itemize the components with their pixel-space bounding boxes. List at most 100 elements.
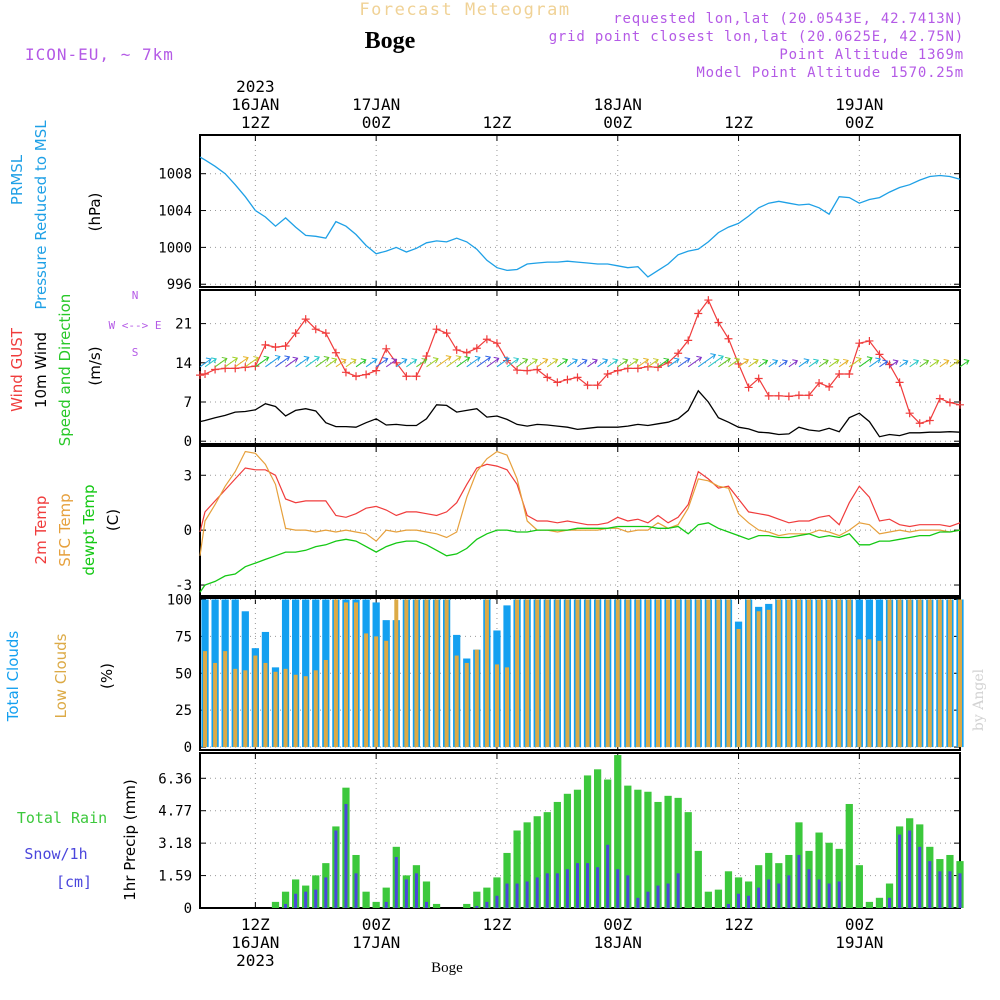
gust-marker [825, 382, 834, 391]
wind-arrow [768, 359, 779, 368]
location-title: Boge [365, 28, 416, 54]
bar-snow [535, 877, 539, 908]
wind-arrow [275, 355, 291, 368]
bar-low-clouds [253, 655, 258, 748]
gust-marker [372, 366, 381, 375]
wind-arrow [416, 358, 428, 368]
gust-marker [603, 370, 612, 378]
pressure-line [199, 156, 961, 278]
bar-rain [694, 850, 702, 908]
gust-marker [231, 364, 240, 373]
y-tick-label: 1000 [158, 240, 192, 256]
wind-arrow [234, 356, 249, 368]
bar-low-clouds [776, 599, 781, 748]
wind-arrow [879, 359, 889, 368]
compass-s: S [132, 346, 139, 359]
wind-arrow [718, 356, 731, 368]
wind-arrow [617, 358, 629, 368]
bar-low-clouds [343, 602, 348, 748]
gust-marker [754, 374, 763, 383]
gust-marker [331, 348, 340, 357]
bar-low-clouds [635, 599, 640, 748]
wind-arrow [627, 358, 639, 368]
bar-low-clouds [555, 599, 560, 748]
bar-snow [666, 883, 670, 908]
gust-marker [251, 362, 260, 371]
y-tick-label: -3 [175, 578, 192, 594]
wind-arrow [285, 356, 299, 368]
gust-marker [915, 419, 924, 428]
wind-arrow [919, 359, 930, 368]
bar-snow [294, 893, 298, 908]
bar-low-clouds [857, 639, 862, 748]
bar-snow [908, 830, 912, 908]
gust-marker [613, 366, 622, 375]
bar-snow [646, 891, 650, 908]
bar-low-clouds [837, 599, 842, 748]
wind-arrow [436, 355, 452, 368]
pressure-unit: (hPa) [86, 193, 104, 232]
bar-low-clouds [323, 659, 328, 748]
gust-marker [694, 309, 703, 318]
bar-low-clouds [313, 670, 318, 748]
wind-arrow [385, 357, 398, 368]
total-clouds-label: Total Clouds [4, 631, 22, 723]
gust-marker [714, 318, 723, 327]
bar-snow [515, 883, 519, 908]
bar-low-clouds [666, 599, 671, 748]
bar-rain [543, 812, 551, 908]
bar-low-clouds [796, 599, 801, 748]
bar-low-clouds [444, 599, 449, 748]
bar-low-clouds [827, 599, 832, 748]
bar-low-clouds [484, 599, 489, 748]
bar-low-clouds [233, 668, 238, 748]
wind-arrow [426, 357, 439, 368]
pressure-label-1: PRMSL [8, 154, 26, 205]
bar-low-clouds [263, 662, 268, 748]
bar-low-clouds [706, 599, 711, 748]
bar-rain [684, 812, 692, 908]
wind-arrow [788, 359, 799, 368]
bar-low-clouds [958, 599, 962, 748]
bar-snow [616, 869, 620, 908]
gust-marker [311, 325, 320, 334]
gust-marker [301, 315, 310, 324]
wind-arrow [496, 356, 510, 368]
bar-rain [432, 903, 441, 908]
bar-low-clouds [907, 599, 912, 748]
top-day-label: 19JAN [835, 95, 883, 114]
bar-low-clouds [877, 640, 882, 748]
bar-rain [644, 791, 652, 908]
bar-rain [473, 891, 481, 908]
bar-low-clouds [394, 599, 399, 748]
precip-panel: 0 1.59 3.18 4.77 6.36 Total Rain Snow/1h [cm] 1h… [17, 752, 964, 917]
gust-marker [845, 370, 854, 378]
bottom-hour-label: 12Z [241, 915, 270, 934]
wind-arrow [204, 357, 217, 368]
bar-low-clouds [807, 599, 811, 748]
bar-low-clouds [525, 599, 530, 748]
bar-total-clouds [302, 599, 310, 748]
bar-snow [545, 873, 549, 908]
wind-arrow [466, 355, 481, 368]
bar-snow [817, 879, 821, 908]
bar-rain [755, 865, 763, 908]
bar-snow [676, 873, 680, 908]
wind-arrow [697, 353, 717, 368]
gust-marker [633, 364, 642, 373]
pressure-panel: 996 1000 1004 1008 PRMSL Pressure Reduced to … [8, 120, 961, 310]
y-tick-label: 50 [175, 666, 192, 682]
gust-marker [905, 409, 914, 418]
wind-arrow [607, 358, 619, 368]
gust-marker [452, 345, 461, 354]
top-day-label: 17JAN [352, 95, 400, 114]
wind-arrow [939, 359, 950, 368]
bottom-hour-label: 00Z [845, 915, 874, 934]
wind-arrow [345, 358, 357, 368]
bar-low-clouds [515, 599, 520, 748]
wind-arrow [758, 359, 769, 368]
gust-marker [805, 391, 814, 400]
bar-low-clouds [293, 674, 298, 748]
wind-arrow [355, 358, 367, 368]
